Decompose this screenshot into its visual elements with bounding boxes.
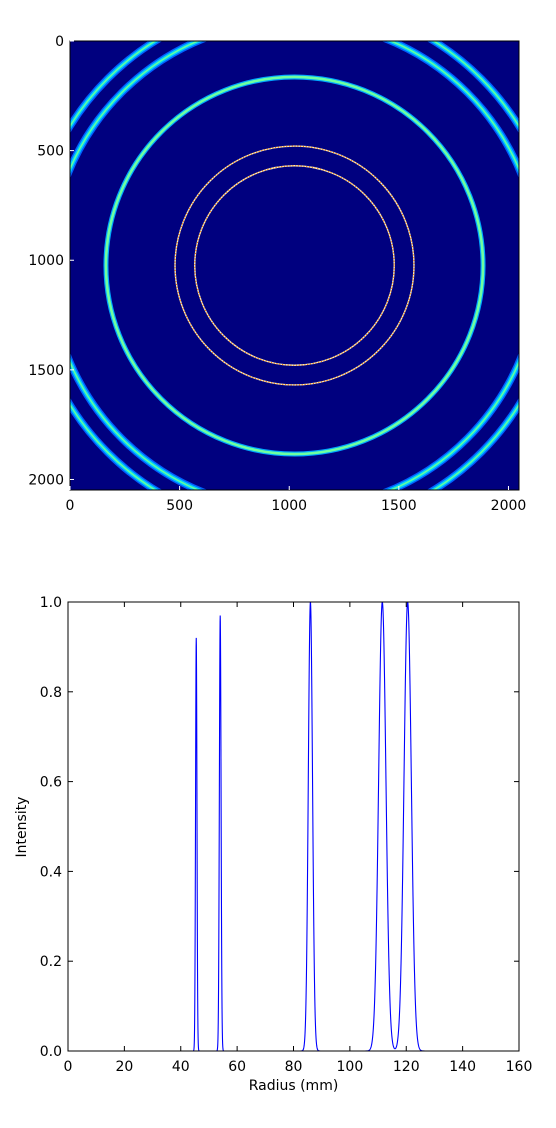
x-axis-title: Radius (mm)	[249, 1078, 339, 1094]
image-y-tick-label: 0	[55, 34, 64, 50]
ring-image-panel: 0 500 1000 1500 2000 0 500 1000 1500 2000	[28, 34, 527, 514]
plot-y-tick-label: 0.8	[40, 685, 62, 701]
image-x-tick-label: 1500	[381, 498, 417, 514]
plot-x-tick-label: 160	[506, 1059, 533, 1075]
image-y-tick-label: 2000	[28, 472, 64, 488]
plot-y-tick-label: 1.0	[40, 595, 62, 611]
image-y-tick-label: 1000	[28, 253, 64, 269]
plot-x-ticks: 0 20 40 60 80 100 120 140 160	[64, 602, 533, 1075]
ring-3-band-2	[104, 75, 485, 456]
y-axis-title: Intensity	[14, 797, 30, 858]
plot-x-tick-label: 40	[172, 1059, 190, 1075]
plot-y-tick-label: 0.4	[40, 864, 62, 880]
image-x-ticks: 0 500 1000 1500 2000	[66, 486, 527, 514]
image-y-tick-label: 500	[37, 144, 64, 160]
image-x-tick-label: 0	[66, 498, 75, 514]
image-x-tick-label: 2000	[491, 498, 527, 514]
plot-x-tick-label: 0	[64, 1059, 73, 1075]
image-x-tick-label: 500	[166, 498, 193, 514]
plot-x-tick-label: 60	[228, 1059, 246, 1075]
plot-background	[68, 602, 519, 1051]
ring-3	[103, 74, 486, 457]
image-background	[70, 41, 519, 490]
intensity-plot-panel: 0 20 40 60 80 100 120 140 160 0.0 0.2 0.4 0.6 0.8 1.0…	[14, 595, 532, 1094]
plot-y-ticks: 0.0 0.2 0.4 0.6 0.8 1.0	[40, 595, 519, 1060]
ring-1-speckle	[194, 165, 395, 366]
image-x-tick-label: 1000	[271, 498, 307, 514]
ring-1	[194, 165, 395, 366]
image-y-tick-label: 1500	[28, 363, 64, 379]
plot-x-tick-label: 120	[393, 1059, 420, 1075]
image-y-ticks: 0 500 1000 1500 2000	[28, 34, 74, 488]
rings-layer	[70, 41, 519, 490]
ring-2	[174, 145, 415, 386]
plot-y-tick-label: 0.0	[40, 1044, 62, 1060]
plot-x-tick-label: 20	[115, 1059, 133, 1075]
plot-y-tick-label: 0.6	[40, 775, 62, 791]
plot-x-tick-label: 100	[337, 1059, 364, 1075]
plot-x-tick-label: 80	[285, 1059, 303, 1075]
plot-x-tick-label: 140	[449, 1059, 476, 1075]
plot-y-tick-label: 0.2	[40, 954, 62, 970]
image-frame	[69, 40, 520, 491]
ring-2-speckle	[174, 145, 415, 386]
